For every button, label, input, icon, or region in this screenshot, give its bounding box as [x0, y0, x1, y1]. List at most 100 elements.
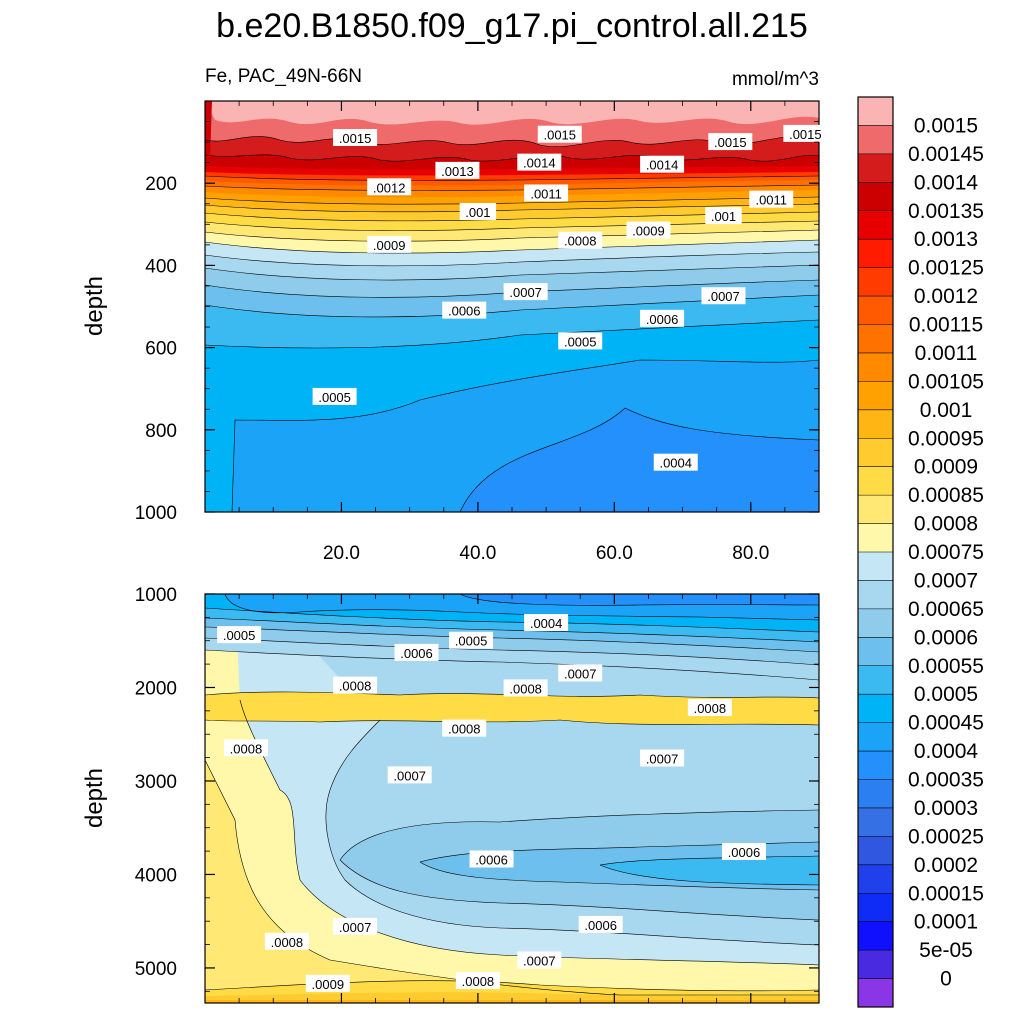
- colorbar-label: 5e-05: [919, 939, 973, 962]
- colorbar-swatch: [858, 324, 893, 354]
- upper-axis-ticks: 200 400 600 800 1000 20.0 40.0 60.0 80.0: [135, 100, 819, 564]
- contour-label: .0007: [387, 766, 432, 784]
- contour-label: .0008: [455, 972, 500, 990]
- colorbar-label: 0.0006: [914, 626, 978, 649]
- colorbar-swatch: [858, 978, 893, 1008]
- contour-label: .0011: [524, 184, 569, 202]
- colorbar-swatch: [858, 722, 893, 752]
- upper-y-axis-label: depth: [81, 276, 108, 336]
- contour-label: .0008: [223, 739, 268, 757]
- colorbar-label: 0.00075: [908, 541, 984, 564]
- y-tick-label: 3000: [135, 772, 177, 793]
- contour-label-box: [264, 932, 309, 950]
- contour-label-box: [578, 915, 623, 933]
- contour-label-text: .0007: [509, 285, 542, 300]
- contour-label: .0009: [367, 235, 412, 253]
- contour-label-text: .0006: [475, 852, 508, 867]
- colorbar-swatch: [858, 296, 893, 325]
- colorbar: 0.0015 0.00145 0.0014 0.00135 0.0013 0.00125 0…: [857, 96, 984, 1008]
- colorbar-label: 0.0015: [914, 114, 978, 137]
- colorbar-swatch: [858, 580, 893, 610]
- x-tick-label: 60.0: [596, 543, 633, 564]
- contour-label-box: [312, 387, 357, 405]
- contour-label: .0008: [442, 719, 487, 737]
- colorbar-swatch: [858, 352, 893, 382]
- contour-label-text: .0008: [448, 722, 481, 737]
- lower-axis-ticks: 1000 2000 3000 4000 5000: [135, 585, 819, 1003]
- contour-label: .0006: [578, 915, 623, 933]
- contour-label-box: [459, 202, 497, 220]
- colorbar-label: 0.0002: [914, 854, 978, 877]
- colorbar-label: 0.00025: [908, 825, 984, 848]
- contour-label-box: [558, 664, 603, 682]
- contour-label-box: [708, 133, 753, 151]
- contour-label: .0004: [524, 613, 569, 631]
- colorbar-swatch: [858, 239, 893, 269]
- contour-label-box: [435, 161, 480, 179]
- contour-label-text: .0015: [714, 135, 747, 150]
- colorbar-swatch: [858, 779, 893, 809]
- contour-label-box: [333, 128, 378, 146]
- colorbar-swatch: [858, 495, 893, 524]
- subtitle-right: mmol/m^3: [732, 69, 819, 90]
- colorbar-label: 0.0001: [914, 911, 978, 934]
- x-tick-label: 80.0: [732, 543, 769, 564]
- colorbar-swatch: [858, 409, 893, 439]
- contour-label-box: [749, 190, 794, 208]
- contour-label: .0007: [558, 664, 603, 682]
- contour-label: .0013: [435, 161, 480, 179]
- contour-label: .0006: [442, 301, 487, 319]
- colorbar-label: 0.00145: [908, 143, 984, 166]
- contour-label-box: [387, 766, 432, 784]
- contour-label: .0004: [653, 453, 698, 471]
- contour-label-text: .0004: [530, 616, 563, 631]
- colorbar-swatch: [858, 637, 893, 667]
- contour-label: .0008: [558, 231, 603, 249]
- colorbar-swatch: [858, 210, 893, 240]
- contour-label-box: [626, 221, 671, 239]
- colorbar-label: 0.00135: [908, 200, 984, 223]
- contour-label-text: .0006: [728, 845, 761, 860]
- contour-label-box: [442, 719, 487, 737]
- contour-label: .0014: [517, 153, 562, 171]
- contour-label-box: [503, 679, 548, 697]
- y-tick-label: 2000: [135, 678, 177, 699]
- colorbar-swatch: [858, 125, 893, 155]
- contour-label-text: .0009: [312, 977, 345, 992]
- colorbar-label: 0.0014: [914, 171, 979, 194]
- x-tick-label: 20.0: [323, 543, 360, 564]
- contour-label-box: [653, 453, 698, 471]
- contour-label-box: [517, 951, 562, 969]
- contour-label-box: [687, 699, 732, 717]
- contour-label-text: .0005: [223, 628, 256, 643]
- upper-contour-fills: [205, 101, 819, 512]
- contour-label: .0007: [517, 951, 562, 969]
- colorbar-label: 0.00065: [908, 598, 984, 621]
- colorbar-label: 0.0005: [914, 683, 978, 706]
- colorbar-swatch: [858, 267, 893, 297]
- contour-label: .0007: [640, 749, 685, 767]
- contour-label-box: [442, 301, 487, 319]
- contour-label-text: .0009: [373, 238, 406, 253]
- contour-label-text: .0005: [455, 634, 488, 649]
- contour-label-text: .0005: [564, 334, 597, 349]
- contour-label-text: .0008: [462, 974, 495, 989]
- contour-label-text: .0014: [523, 156, 556, 171]
- contour-label: .0006: [469, 850, 514, 868]
- colorbar-label: 0.0012: [914, 285, 978, 308]
- contour-label-box: [701, 287, 746, 305]
- contour-label-text: .0005: [318, 390, 351, 405]
- colorbar-label: 0.00055: [908, 655, 984, 678]
- y-tick-label: 600: [145, 339, 177, 360]
- contour-label: .0008: [503, 679, 548, 697]
- figure-title: b.e20.B1850.f09_g17.pi_control.all.215: [216, 7, 808, 45]
- contour-label-text: .0011: [755, 193, 787, 208]
- lower-contour-labels: .0005 .0004 .0005 .0006 .0007 .0008 .0008 .0008…: [217, 613, 766, 992]
- contour-label-text: .001: [465, 205, 490, 220]
- contour-label: .0009: [305, 974, 350, 992]
- contour-label-text: .0006: [646, 312, 679, 327]
- lower-y-axis-label: depth: [81, 768, 108, 828]
- contour-label-box: [469, 850, 514, 868]
- contour-label-box: [524, 184, 569, 202]
